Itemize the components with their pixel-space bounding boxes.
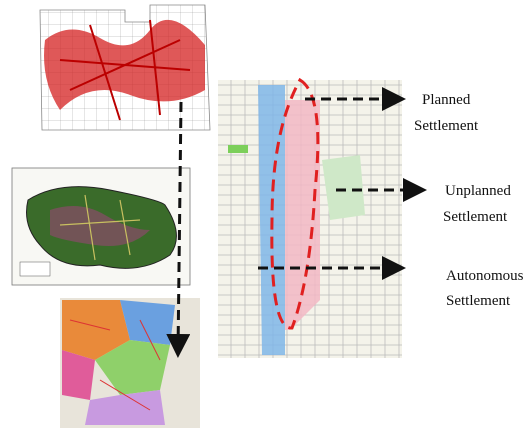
label: Settlement — [414, 118, 479, 134]
arrows — [166, 87, 427, 358]
color-map — [60, 298, 200, 428]
grid-map — [39, 4, 211, 131]
outline — [270, 77, 320, 330]
label: Settlement — [443, 209, 508, 225]
admin-map — [11, 167, 191, 286]
label: Planned — [422, 92, 471, 108]
label: Settlement — [446, 293, 511, 309]
label: Unplanned — [445, 183, 511, 199]
settlement-map — [218, 80, 402, 358]
label: Autonomous — [446, 268, 524, 284]
